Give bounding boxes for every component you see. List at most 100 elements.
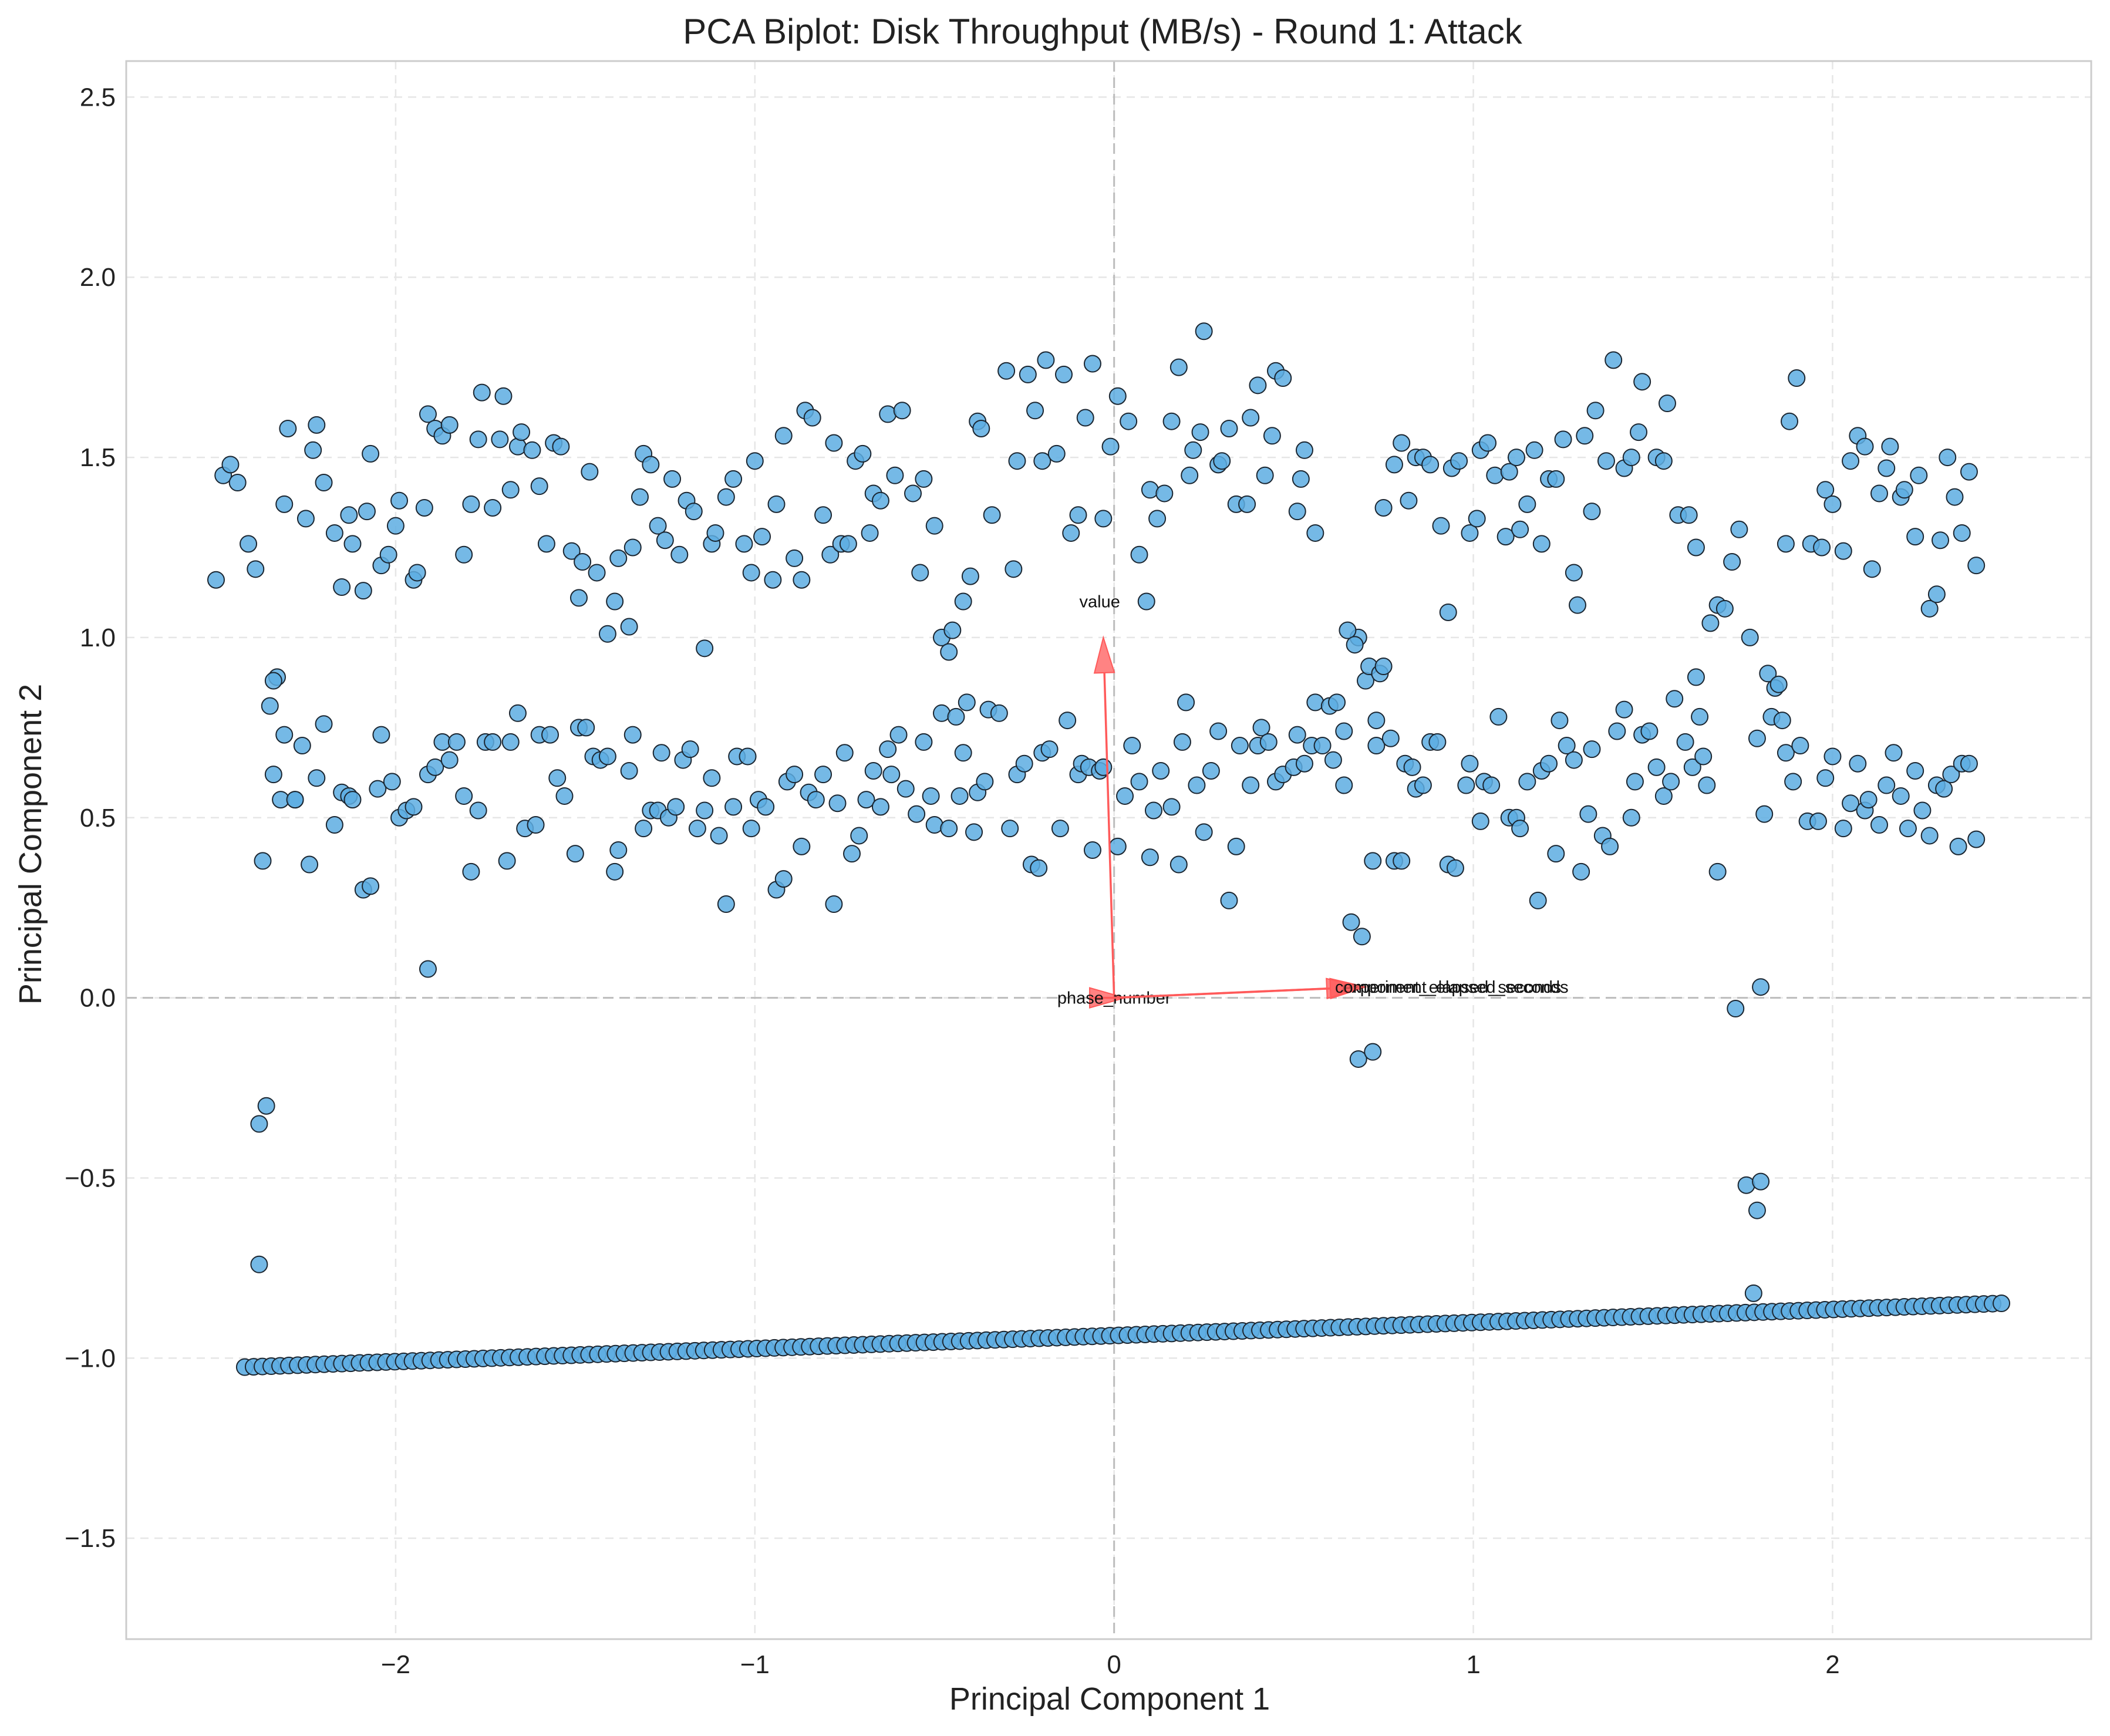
scatter-point: [1769, 675, 1788, 693]
scatter-point: [1640, 722, 1659, 740]
y-tick-label: 1.5: [80, 443, 116, 472]
x-axis-ticks: −2 −1 0 1 2: [381, 1650, 1840, 1679]
loading-arrow-label: experiment_elapsed_seconds: [1342, 978, 1568, 997]
scatter-point: [386, 517, 405, 535]
scatter-point: [308, 769, 326, 787]
scatter-point: [1263, 427, 1281, 445]
scatter-point: [1346, 636, 1364, 654]
scatter-point: [548, 769, 567, 787]
scatter-point: [606, 592, 624, 611]
scatter-point: [764, 571, 782, 589]
scatter-point: [1155, 484, 1174, 503]
scatter-point: [908, 805, 926, 823]
scatter-point: [1511, 820, 1529, 838]
scatter-point: [1162, 412, 1181, 430]
scatter-point: [555, 787, 574, 805]
scatter-point: [1507, 449, 1525, 467]
scatter-point: [1708, 862, 1727, 881]
scatter-point: [882, 766, 901, 784]
scatter-point: [1353, 928, 1371, 946]
scatter-point: [1328, 693, 1346, 712]
scatter-point: [419, 960, 437, 978]
scatter-point: [1737, 1176, 1755, 1194]
scatter-point: [1859, 791, 1878, 809]
scatter-point: [1784, 773, 1802, 791]
scatter-point: [261, 697, 279, 715]
scatter-point: [717, 895, 735, 913]
baseline-point: [1993, 1295, 2011, 1313]
scatter-point: [462, 495, 480, 513]
scatter-point: [1946, 488, 1964, 506]
scatter-point: [426, 758, 444, 776]
scatter-point: [1446, 859, 1464, 877]
scatter-point: [343, 535, 362, 553]
scatter-point: [1220, 419, 1238, 437]
scatter-point: [1040, 740, 1059, 759]
scatter-point: [293, 737, 311, 755]
scatter-point: [911, 564, 929, 582]
scatter-point: [1037, 351, 1055, 369]
scatter-point: [1428, 733, 1447, 751]
scatter-point: [1939, 449, 1957, 467]
scatter-point: [1019, 365, 1037, 383]
scatter-point: [828, 794, 847, 813]
scatter-point: [623, 726, 642, 744]
scatter-point: [1816, 481, 1835, 499]
scatter-point: [1306, 524, 1324, 542]
scatter-point: [1342, 913, 1360, 931]
scatter-point: [1849, 754, 1867, 773]
scatter-point: [1130, 545, 1148, 564]
scatter-point: [958, 693, 976, 712]
scatter-point: [1586, 402, 1605, 420]
scatter-point: [513, 423, 531, 441]
scatter-point: [774, 870, 793, 888]
scatter-point: [896, 780, 915, 798]
scatter-point: [864, 761, 882, 780]
scatter-point: [1540, 754, 1558, 773]
scatter-point: [440, 416, 459, 434]
scatter-point: [333, 578, 351, 596]
scatter-point: [1108, 837, 1127, 855]
plot-frame: [125, 60, 2092, 1640]
scatter-point: [1083, 841, 1101, 859]
scatter-points: [207, 322, 1986, 1302]
scatter-point: [598, 625, 616, 643]
scatter-point: [1489, 707, 1508, 726]
scatter-point: [473, 383, 491, 402]
x-tick-label: −1: [740, 1650, 770, 1679]
scatter-point: [325, 816, 343, 834]
scatter-point: [1295, 754, 1313, 773]
scatter-point: [1141, 848, 1159, 867]
scatter-point: [1094, 758, 1113, 776]
scatter-point: [1130, 773, 1148, 791]
scatter-point: [1288, 503, 1306, 521]
scatter-point: [1047, 444, 1066, 463]
scatter-point: [1295, 441, 1313, 459]
chart-title: PCA Biplot: Disk Throughput (MB/s) - Rou…: [683, 12, 1523, 51]
x-tick-label: −2: [381, 1650, 410, 1679]
scatter-point: [1654, 452, 1673, 470]
scatter-point: [1715, 599, 1734, 618]
scatter-point: [1791, 737, 1809, 755]
scatter-point: [1137, 592, 1155, 611]
scatter-point: [1400, 491, 1418, 510]
scatter-point: [1953, 524, 1971, 542]
scatter-point: [1676, 733, 1694, 751]
scatter-point: [1008, 452, 1026, 470]
scatter-point: [1033, 452, 1051, 470]
scatter-point: [1694, 747, 1713, 766]
scatter-point: [296, 510, 315, 528]
scatter-point: [1367, 737, 1386, 755]
scatter-point: [1123, 737, 1141, 755]
scatter-point: [455, 545, 473, 564]
scatter-point: [1213, 452, 1231, 470]
scatter-point: [1935, 780, 1953, 798]
scatter-point: [1055, 365, 1073, 383]
scatter-point: [1393, 434, 1411, 452]
scatter-point: [541, 726, 559, 744]
scatter-point: [1813, 538, 1831, 557]
scatter-point: [1500, 463, 1518, 481]
scatter-point: [1892, 787, 1910, 805]
scatter-point: [739, 747, 757, 766]
scatter-point: [879, 405, 897, 423]
